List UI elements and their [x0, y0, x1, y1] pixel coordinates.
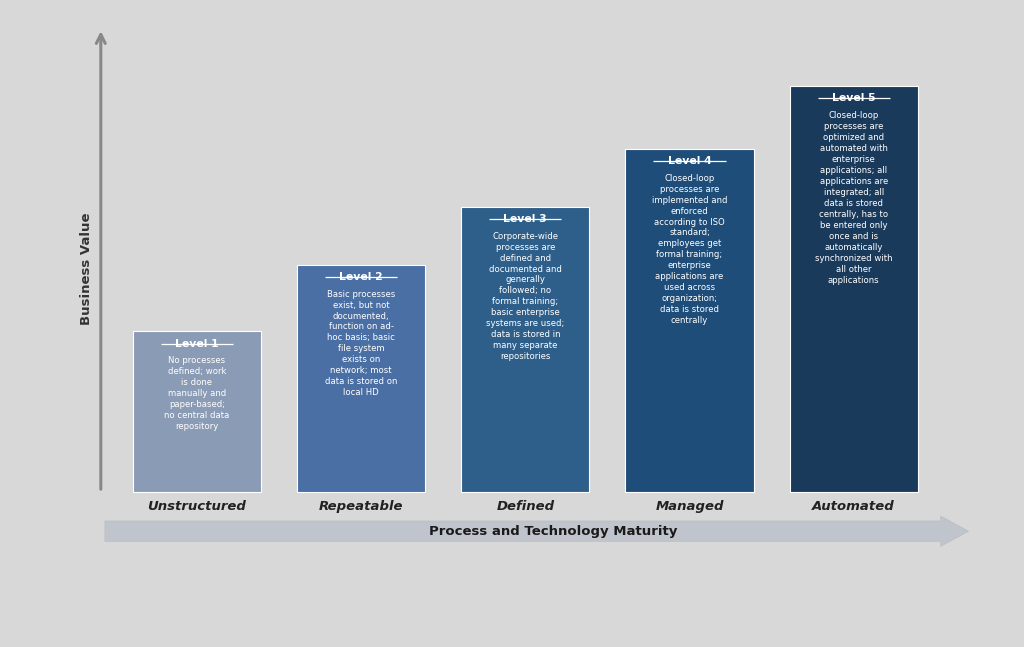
FancyArrow shape: [104, 516, 969, 546]
Bar: [790, 86, 918, 492]
Text: Process and Technology Maturity: Process and Technology Maturity: [429, 525, 678, 538]
Text: Business Value: Business Value: [80, 213, 93, 325]
Text: Level 5: Level 5: [831, 93, 876, 104]
Text: Repeatable: Repeatable: [318, 500, 403, 513]
Text: Level 4: Level 4: [668, 156, 712, 166]
Bar: [133, 331, 261, 492]
Text: Managed: Managed: [655, 500, 724, 513]
Text: Level 2: Level 2: [339, 272, 383, 281]
Text: Level 1: Level 1: [175, 338, 219, 349]
Text: Closed-loop
processes are
implemented and
enforced
according to ISO
standard;
em: Closed-loop processes are implemented an…: [651, 173, 727, 325]
Text: No processes
defined; work
is done
manually and
paper-based;
no central data
rep: No processes defined; work is done manua…: [164, 356, 229, 431]
Bar: [297, 265, 425, 492]
Text: Unstructured: Unstructured: [147, 500, 247, 513]
Bar: [626, 149, 754, 492]
Text: Level 3: Level 3: [504, 214, 547, 224]
Text: Corporate-wide
processes are
defined and
documented and
generally
followed; no
f: Corporate-wide processes are defined and…: [486, 232, 564, 361]
Bar: [461, 206, 590, 492]
Text: Closed-loop
processes are
optimized and
automated with
enterprise
applications; : Closed-loop processes are optimized and …: [815, 111, 893, 285]
Text: Basic processes
exist, but not
documented,
function on ad-
hoc basis; basic
file: Basic processes exist, but not documente…: [325, 290, 397, 397]
Text: Defined: Defined: [497, 500, 554, 513]
Text: Automated: Automated: [812, 500, 895, 513]
